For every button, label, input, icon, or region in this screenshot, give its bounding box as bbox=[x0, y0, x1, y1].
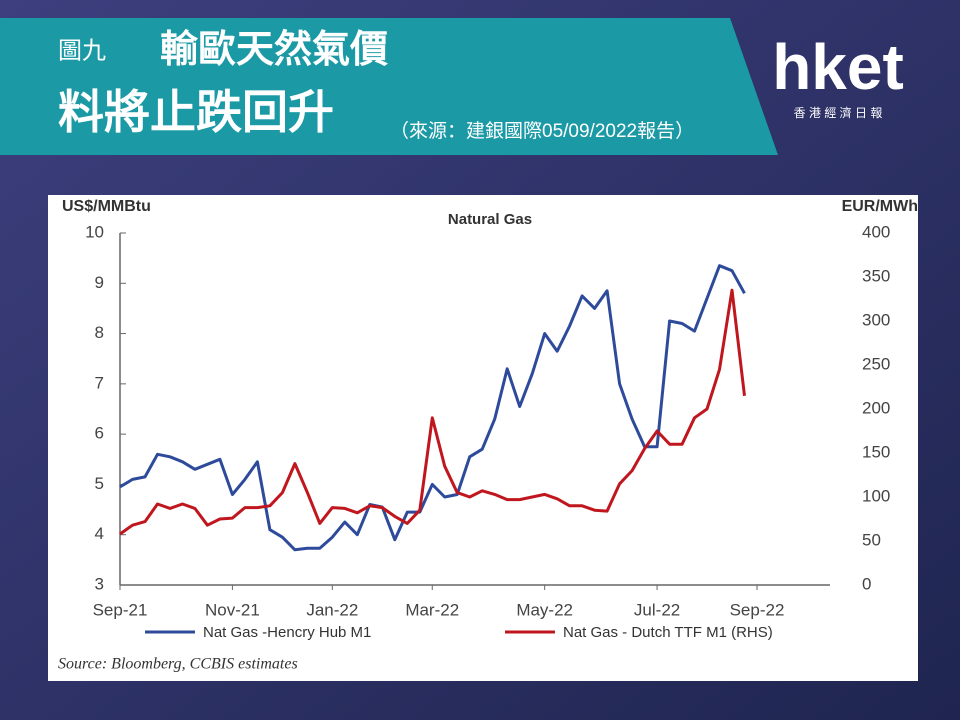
series-line bbox=[119, 264, 746, 552]
y-tick-label: 7 bbox=[95, 373, 104, 392]
y-tick-label: 3 bbox=[95, 574, 104, 593]
y-tick-label: 8 bbox=[95, 323, 104, 342]
y-tick-label: 10 bbox=[85, 222, 104, 241]
y2-tick-label: 400 bbox=[862, 222, 890, 241]
y2-tick-label: 350 bbox=[862, 266, 890, 285]
y2-tick-label: 200 bbox=[862, 398, 890, 417]
y2-tick-label: 300 bbox=[862, 310, 890, 329]
y-axis-label: US$/MMBtu bbox=[62, 198, 151, 215]
x-tick-label: Sep-22 bbox=[730, 600, 785, 619]
y2-tick-label: 0 bbox=[862, 574, 871, 593]
x-tick-label: Jul-22 bbox=[634, 600, 680, 619]
x-tick-label: Mar-22 bbox=[405, 600, 459, 619]
x-tick-label: May-22 bbox=[516, 600, 573, 619]
y-tick-label: 4 bbox=[95, 524, 104, 543]
slide-title: 輸歐天然氣價 bbox=[160, 29, 388, 71]
title-band bbox=[0, 18, 778, 155]
y2-axis-label: EUR/MWh bbox=[842, 198, 918, 215]
x-tick-label: Nov-21 bbox=[205, 600, 260, 619]
legend-label: Nat Gas -Hencry Hub M1 bbox=[203, 624, 371, 641]
legend-label: Nat Gas - Dutch TTF M1 (RHS) bbox=[563, 624, 773, 641]
y2-tick-label: 250 bbox=[862, 354, 890, 373]
logo: hket bbox=[772, 31, 904, 103]
chart-panel bbox=[48, 195, 918, 681]
y-tick-label: 6 bbox=[95, 424, 104, 443]
slide-title: 料將止跌回升 bbox=[58, 86, 334, 138]
source-note: （來源：建銀國際05/09/2022報告） bbox=[390, 120, 694, 142]
slide-label: 圖九 bbox=[58, 37, 106, 64]
y2-tick-label: 150 bbox=[862, 442, 890, 461]
logo-subtitle: 香 港 經 濟 日 報 bbox=[794, 105, 883, 120]
y-tick-label: 9 bbox=[95, 273, 104, 292]
y2-tick-label: 100 bbox=[862, 486, 890, 505]
y2-tick-label: 50 bbox=[862, 530, 881, 549]
y-tick-label: 5 bbox=[95, 474, 104, 493]
x-tick-label: Sep-21 bbox=[93, 600, 148, 619]
chart-title: Natural Gas bbox=[448, 211, 532, 228]
series-line bbox=[119, 288, 746, 536]
source: Source: Bloomberg, CCBIS estimates bbox=[58, 656, 298, 673]
x-tick-label: Jan-22 bbox=[306, 600, 358, 619]
